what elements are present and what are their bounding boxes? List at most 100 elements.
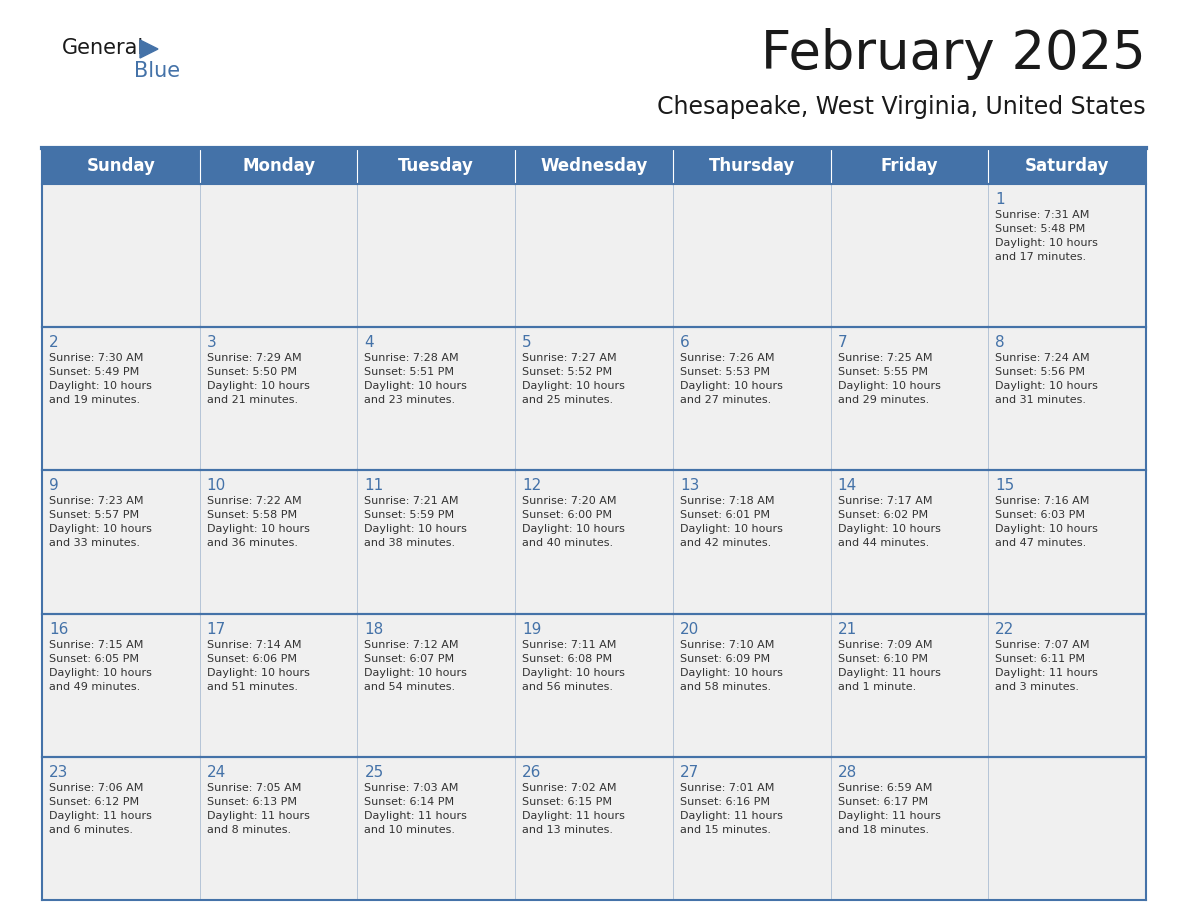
Text: Sunrise: 7:17 AM: Sunrise: 7:17 AM	[838, 497, 933, 507]
Text: Daylight: 10 hours
and 17 minutes.: Daylight: 10 hours and 17 minutes.	[996, 238, 1098, 262]
Text: 7: 7	[838, 335, 847, 350]
Text: Daylight: 10 hours
and 25 minutes.: Daylight: 10 hours and 25 minutes.	[523, 381, 625, 405]
Text: 23: 23	[49, 765, 69, 779]
Text: Sunrise: 7:07 AM: Sunrise: 7:07 AM	[996, 640, 1089, 650]
Text: Sunrise: 7:27 AM: Sunrise: 7:27 AM	[523, 353, 617, 364]
Text: Daylight: 10 hours
and 49 minutes.: Daylight: 10 hours and 49 minutes.	[49, 667, 152, 691]
Text: Sunrise: 7:12 AM: Sunrise: 7:12 AM	[365, 640, 459, 650]
Bar	[200, 327, 358, 470]
Text: Sunset: 5:51 PM: Sunset: 5:51 PM	[365, 367, 455, 377]
Text: Sunset: 6:08 PM: Sunset: 6:08 PM	[523, 654, 612, 664]
Text: Daylight: 10 hours
and 21 minutes.: Daylight: 10 hours and 21 minutes.	[207, 381, 310, 405]
Text: Daylight: 11 hours
and 10 minutes.: Daylight: 11 hours and 10 minutes.	[365, 811, 467, 834]
Bar	[516, 148, 672, 184]
Text: 14: 14	[838, 478, 857, 493]
Text: Daylight: 10 hours
and 27 minutes.: Daylight: 10 hours and 27 minutes.	[680, 381, 783, 405]
Text: Sunrise: 7:24 AM: Sunrise: 7:24 AM	[996, 353, 1089, 364]
Bar	[200, 184, 358, 327]
Text: Sunset: 5:50 PM: Sunset: 5:50 PM	[207, 367, 297, 377]
Text: 21: 21	[838, 621, 857, 636]
Bar	[42, 756, 200, 900]
Text: Sunrise: 7:15 AM: Sunrise: 7:15 AM	[49, 640, 144, 650]
Text: Sunset: 6:03 PM: Sunset: 6:03 PM	[996, 510, 1086, 521]
Text: Daylight: 11 hours
and 8 minutes.: Daylight: 11 hours and 8 minutes.	[207, 811, 310, 834]
Text: 25: 25	[365, 765, 384, 779]
Text: Sunset: 6:11 PM: Sunset: 6:11 PM	[996, 654, 1086, 664]
Text: Sunrise: 7:31 AM: Sunrise: 7:31 AM	[996, 210, 1089, 220]
Text: 22: 22	[996, 621, 1015, 636]
Text: Sunset: 5:58 PM: Sunset: 5:58 PM	[207, 510, 297, 521]
Text: Sunset: 5:59 PM: Sunset: 5:59 PM	[365, 510, 455, 521]
Text: Sunrise: 7:10 AM: Sunrise: 7:10 AM	[680, 640, 775, 650]
Text: Sunset: 6:05 PM: Sunset: 6:05 PM	[49, 654, 139, 664]
Text: Sunrise: 7:01 AM: Sunrise: 7:01 AM	[680, 783, 775, 793]
Text: Daylight: 11 hours
and 1 minute.: Daylight: 11 hours and 1 minute.	[838, 667, 941, 691]
Text: Sunrise: 7:06 AM: Sunrise: 7:06 AM	[49, 783, 144, 793]
Text: Sunrise: 7:14 AM: Sunrise: 7:14 AM	[207, 640, 302, 650]
Bar	[672, 148, 830, 184]
Bar	[358, 184, 516, 327]
Bar	[672, 184, 830, 327]
Text: Monday: Monday	[242, 157, 315, 175]
Bar	[672, 327, 830, 470]
Text: Daylight: 10 hours
and 38 minutes.: Daylight: 10 hours and 38 minutes.	[365, 524, 467, 548]
Text: Chesapeake, West Virginia, United States: Chesapeake, West Virginia, United States	[657, 95, 1146, 119]
Text: 10: 10	[207, 478, 226, 493]
Text: Sunrise: 7:18 AM: Sunrise: 7:18 AM	[680, 497, 775, 507]
Text: Sunset: 5:48 PM: Sunset: 5:48 PM	[996, 224, 1086, 234]
Bar	[42, 184, 200, 327]
Text: 24: 24	[207, 765, 226, 779]
Text: Thursday: Thursday	[708, 157, 795, 175]
Bar	[358, 613, 516, 756]
Text: Daylight: 11 hours
and 3 minutes.: Daylight: 11 hours and 3 minutes.	[996, 667, 1098, 691]
Text: 13: 13	[680, 478, 700, 493]
Text: Sunrise: 7:02 AM: Sunrise: 7:02 AM	[523, 783, 617, 793]
Text: Sunset: 5:56 PM: Sunset: 5:56 PM	[996, 367, 1086, 377]
Text: Daylight: 11 hours
and 15 minutes.: Daylight: 11 hours and 15 minutes.	[680, 811, 783, 834]
Text: Sunset: 6:07 PM: Sunset: 6:07 PM	[365, 654, 455, 664]
Text: February 2025: February 2025	[762, 28, 1146, 80]
Text: Daylight: 11 hours
and 18 minutes.: Daylight: 11 hours and 18 minutes.	[838, 811, 941, 834]
Bar	[516, 184, 672, 327]
Bar	[672, 470, 830, 613]
Text: Sunrise: 7:25 AM: Sunrise: 7:25 AM	[838, 353, 933, 364]
Bar	[42, 613, 200, 756]
Text: Saturday: Saturday	[1025, 157, 1110, 175]
Text: Sunset: 6:01 PM: Sunset: 6:01 PM	[680, 510, 770, 521]
Bar	[988, 613, 1146, 756]
Text: Sunset: 6:09 PM: Sunset: 6:09 PM	[680, 654, 770, 664]
Bar	[200, 470, 358, 613]
Bar	[672, 756, 830, 900]
Text: Daylight: 10 hours
and 23 minutes.: Daylight: 10 hours and 23 minutes.	[365, 381, 467, 405]
Text: 4: 4	[365, 335, 374, 350]
Text: Sunrise: 7:30 AM: Sunrise: 7:30 AM	[49, 353, 144, 364]
Bar	[830, 148, 988, 184]
Bar	[358, 470, 516, 613]
Text: Daylight: 11 hours
and 6 minutes.: Daylight: 11 hours and 6 minutes.	[49, 811, 152, 834]
Text: Sunset: 5:53 PM: Sunset: 5:53 PM	[680, 367, 770, 377]
Bar	[672, 613, 830, 756]
Text: Sunrise: 7:29 AM: Sunrise: 7:29 AM	[207, 353, 302, 364]
Text: 11: 11	[365, 478, 384, 493]
Bar	[200, 756, 358, 900]
Text: Sunrise: 7:05 AM: Sunrise: 7:05 AM	[207, 783, 301, 793]
Text: Sunrise: 7:28 AM: Sunrise: 7:28 AM	[365, 353, 459, 364]
Text: Sunset: 6:15 PM: Sunset: 6:15 PM	[523, 797, 612, 807]
Text: Tuesday: Tuesday	[398, 157, 474, 175]
Text: 16: 16	[49, 621, 69, 636]
Bar	[516, 756, 672, 900]
Bar	[988, 184, 1146, 327]
Text: Sunrise: 6:59 AM: Sunrise: 6:59 AM	[838, 783, 931, 793]
Text: 12: 12	[523, 478, 542, 493]
Bar	[830, 327, 988, 470]
Bar	[200, 148, 358, 184]
Text: 26: 26	[523, 765, 542, 779]
Text: Sunset: 6:00 PM: Sunset: 6:00 PM	[523, 510, 612, 521]
Text: Blue: Blue	[134, 61, 181, 81]
Text: Friday: Friday	[880, 157, 939, 175]
Bar	[516, 613, 672, 756]
Text: Sunset: 6:13 PM: Sunset: 6:13 PM	[207, 797, 297, 807]
Text: Daylight: 10 hours
and 40 minutes.: Daylight: 10 hours and 40 minutes.	[523, 524, 625, 548]
Text: 15: 15	[996, 478, 1015, 493]
Polygon shape	[140, 40, 158, 58]
